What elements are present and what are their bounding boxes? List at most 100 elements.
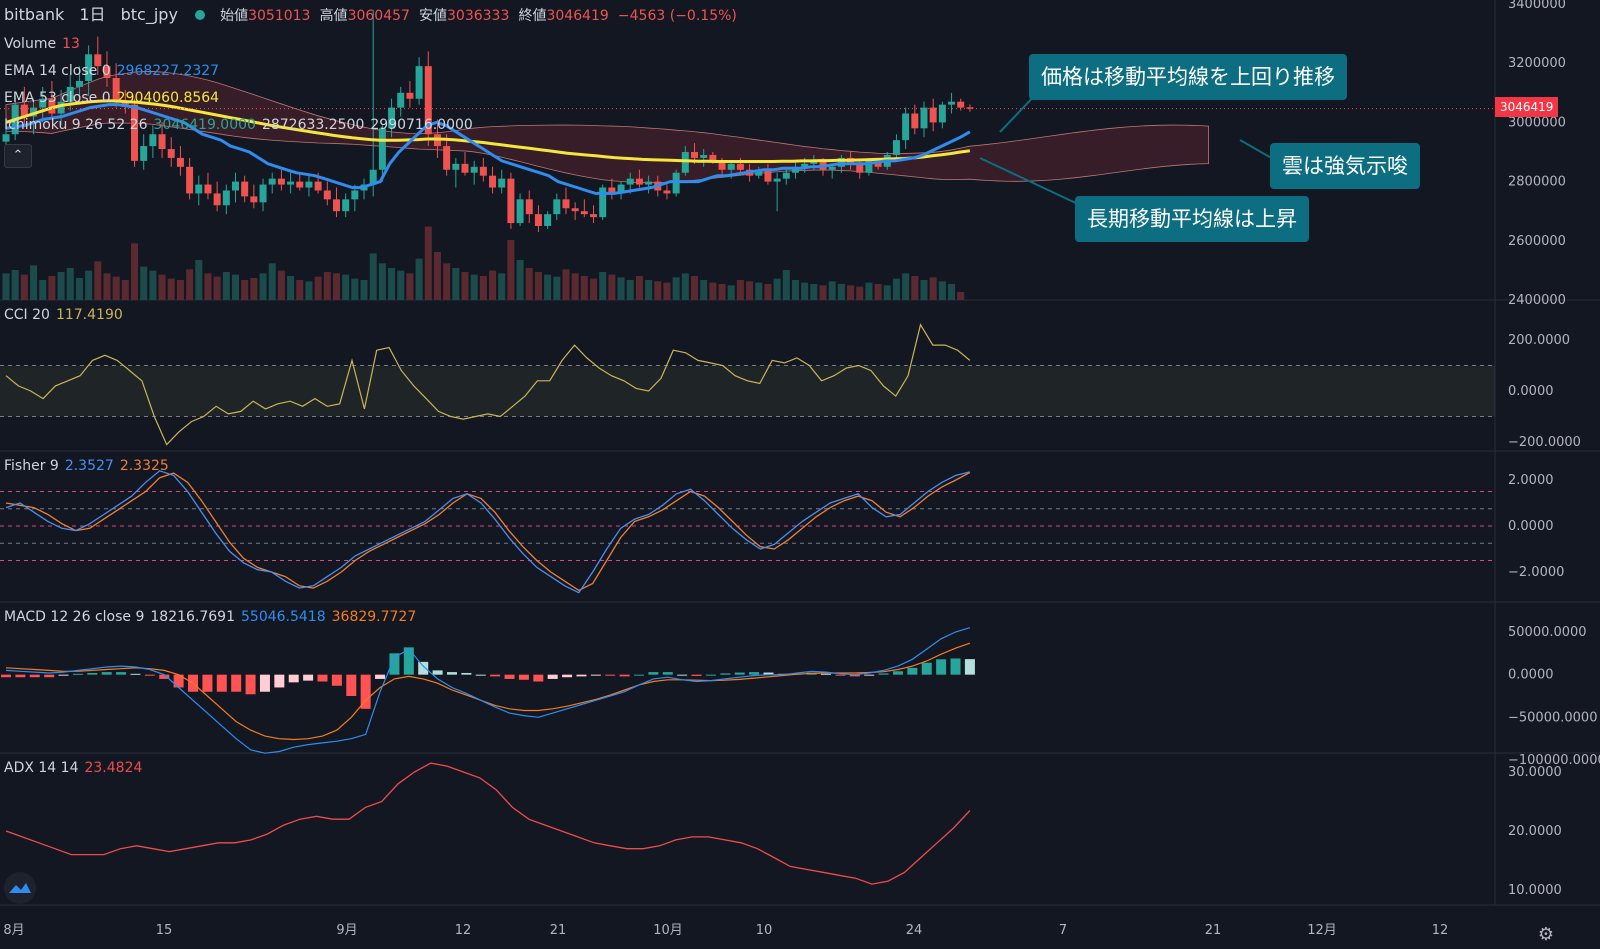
candle-body (773, 178, 781, 182)
gear-icon[interactable]: ⚙ (1537, 924, 1555, 945)
volume-bar (112, 276, 120, 300)
volume-bar (590, 278, 598, 300)
volume-bar (443, 263, 451, 300)
candle-body (902, 113, 910, 141)
legend-fisher[interactable]: Fisher 9 2.3527 2.3325 (4, 457, 169, 475)
macd-axis-tick: 50000.0000 (1508, 625, 1587, 640)
x-axis-tick: 9月 (336, 923, 357, 938)
x-axis-tick: 21 (1205, 923, 1222, 938)
volume-bar (121, 280, 129, 300)
macd-histogram-bar (576, 674, 587, 677)
volume-bar (902, 273, 910, 300)
macd-histogram-bar (389, 653, 400, 675)
candle-body (85, 54, 93, 81)
symbol-label[interactable]: btc_jpy (120, 5, 178, 24)
candle-body (507, 178, 515, 224)
macd-histogram-bar (231, 674, 242, 692)
legend-cci[interactable]: CCI 20 117.4190 (4, 306, 123, 324)
macd-histogram-bar (303, 674, 314, 681)
adx-axis-tick: 20.0000 (1508, 824, 1562, 839)
price-axis-tick: 3400000 (1508, 0, 1566, 12)
volume-bar (241, 280, 249, 300)
legend-ichimoku[interactable]: Ichimoku 9 26 52 26 3046419.0000 2872633.2… (4, 116, 473, 134)
macd-histogram-bar (375, 674, 386, 679)
macd-histogram-bar (360, 674, 371, 709)
ichimoku-cloud (5, 71, 1209, 184)
candle-body (140, 146, 148, 161)
volume-bar (277, 270, 285, 300)
candle-body (663, 190, 671, 194)
legend-volume[interactable]: Volume 13 (4, 35, 80, 53)
macd-histogram-bar (562, 674, 573, 678)
legend-volume-value: 13 (62, 36, 80, 52)
volume-bar (186, 269, 194, 300)
volume-bar (489, 270, 497, 300)
macd-histogram-bar (29, 674, 40, 678)
volume-bar (342, 274, 350, 300)
candle-body (534, 214, 542, 226)
candle-body (232, 181, 239, 191)
interval-label[interactable]: 1日 (79, 5, 106, 24)
candle-body (489, 175, 497, 188)
candle-body (718, 160, 726, 170)
candle-body (856, 163, 864, 173)
fisher-line (5, 470, 971, 594)
tradingview-logo-icon[interactable] (4, 872, 36, 904)
volume-bar (599, 272, 607, 300)
legend-ema53-label: EMA 53 close 0 (4, 90, 111, 106)
candle-body (57, 101, 65, 114)
macd-histogram-bar (590, 674, 601, 676)
candle-body (332, 199, 340, 212)
candle-body (580, 211, 588, 215)
macd-histogram-bar (691, 674, 702, 676)
macd-histogram-bar (418, 661, 429, 675)
candle-body (516, 199, 524, 224)
high-value: 3060457 (347, 8, 410, 24)
x-axis-tick: 10 (756, 923, 773, 938)
macd-histogram-bar (173, 674, 184, 688)
legend-ema14[interactable]: EMA 14 close 0 2968227.2327 (4, 62, 219, 80)
volume-bar (268, 263, 276, 300)
legend-ema53[interactable]: EMA 53 close 0 2904060.8564 (4, 89, 219, 107)
volume-bar (140, 266, 148, 300)
volume-bar (764, 284, 772, 300)
candle-body (929, 107, 937, 123)
collapse-legend-button[interactable]: ⌃ (4, 144, 32, 168)
volume-bar (892, 278, 900, 300)
candle-body (617, 184, 625, 194)
volume-bar (617, 277, 625, 300)
legend-fisher-v1: 2.3527 (64, 458, 114, 474)
volume-bar (75, 278, 83, 300)
legend-adx[interactable]: ADX 14 14 23.4824 (4, 759, 142, 777)
price-axis-tick: 2800000 (1508, 175, 1566, 190)
candle-body (755, 169, 763, 176)
candle-body (204, 184, 212, 194)
macd-axis-tick: 0.0000 (1508, 668, 1554, 683)
volume-bar (433, 252, 441, 300)
candle-body (39, 98, 47, 108)
macd-histogram-bar (490, 674, 501, 677)
volume-bar (149, 270, 157, 300)
volume-bar (929, 277, 937, 300)
candle-body (700, 154, 708, 158)
volume-bar (479, 276, 487, 300)
exchange-name[interactable]: bitbank (4, 5, 65, 24)
candle-body (443, 146, 451, 170)
x-axis-tick: 21 (550, 923, 567, 938)
candle-body (645, 181, 653, 185)
x-axis: 8月 15 9月 12 21 10月 10 24 7 21 12月 12 (3, 923, 1448, 938)
volume-bar (85, 270, 93, 300)
legend-macd[interactable]: MACD 12 26 close 9 18216.7691 55046.5418 36… (4, 608, 416, 626)
volume-bar (534, 272, 542, 300)
candle-body (801, 163, 809, 167)
high-label: 高値 (319, 8, 348, 24)
close-value: 3046419 (546, 8, 609, 24)
legend-ema14-label: EMA 14 close 0 (4, 63, 111, 79)
price-axis-tick: 3000000 (1508, 115, 1566, 130)
x-axis-tick: 24 (906, 923, 923, 938)
macd-histogram-bar (662, 672, 673, 675)
price-axis-tick: 2600000 (1508, 234, 1566, 249)
macd-histogram-bar (403, 647, 414, 675)
legend-ema53-value: 2904060.8564 (116, 90, 220, 106)
